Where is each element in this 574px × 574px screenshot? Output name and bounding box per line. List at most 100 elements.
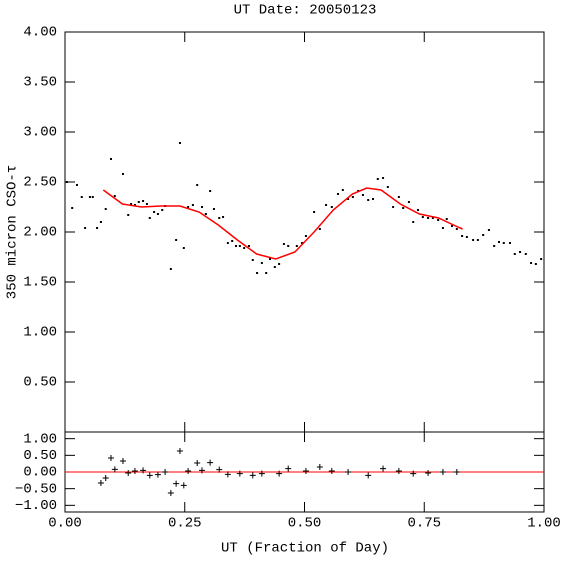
- data-point: [455, 228, 458, 230]
- plot-frame: [64, 31, 545, 433]
- fit-line: [102, 187, 463, 260]
- residual-point: [140, 467, 147, 474]
- data-point: [441, 227, 444, 229]
- residual-point: [167, 490, 174, 496]
- data-point: [153, 211, 156, 213]
- data-point: [530, 262, 533, 264]
- residual-point: [119, 458, 126, 464]
- residual-point: [249, 472, 256, 479]
- data-point: [273, 266, 276, 268]
- data-point: [113, 195, 116, 197]
- data-point: [130, 203, 133, 205]
- residual-point: [146, 472, 153, 479]
- residual-point: [439, 469, 446, 475]
- data-point: [330, 206, 333, 208]
- data-point: [127, 214, 130, 216]
- data-point: [99, 221, 102, 223]
- x-tick-label: 0.75: [407, 516, 441, 532]
- data-point: [133, 204, 136, 206]
- residual-point: [316, 464, 323, 470]
- data-point: [421, 216, 424, 218]
- residual-point: [365, 472, 372, 479]
- residual-point: [453, 469, 460, 475]
- data-point: [265, 272, 268, 274]
- residual-point: [425, 470, 432, 476]
- residual-point: [180, 482, 187, 489]
- data-point: [71, 207, 74, 209]
- data-point: [161, 209, 164, 211]
- x-axis-label: UT (Fraction of Day): [221, 541, 389, 557]
- data-point: [256, 272, 259, 274]
- y-tick-label: −1.00: [15, 498, 57, 514]
- data-point: [243, 247, 246, 249]
- data-point: [371, 198, 374, 200]
- data-point: [287, 245, 290, 247]
- residual-point: [216, 466, 223, 473]
- data-point: [84, 227, 87, 229]
- y-tick-label: 0.50: [23, 375, 57, 391]
- data-point: [222, 216, 225, 218]
- residual-point: [258, 470, 265, 477]
- x-tick-label: 0.50: [288, 516, 322, 532]
- data-point: [88, 196, 91, 198]
- data-point: [313, 211, 316, 213]
- data-point: [337, 193, 340, 195]
- data-point: [397, 196, 400, 198]
- data-point: [200, 206, 203, 208]
- residual-point: [224, 471, 231, 478]
- data-point: [519, 251, 522, 253]
- y-tick-label: 1.50: [23, 275, 57, 291]
- data-point: [367, 199, 370, 201]
- y-tick-label: 2.50: [23, 175, 57, 191]
- data-point: [502, 242, 505, 244]
- data-point: [278, 263, 281, 265]
- residual-point: [194, 460, 201, 466]
- data-point: [235, 245, 238, 247]
- y-tick-label: −0.50: [15, 481, 57, 497]
- data-point: [493, 245, 496, 247]
- data-point: [137, 201, 140, 203]
- residual-point: [173, 480, 180, 487]
- data-point: [407, 201, 410, 203]
- residual-point: [410, 470, 417, 477]
- data-point: [382, 177, 385, 179]
- residual-point: [328, 468, 335, 474]
- data-point: [282, 243, 285, 245]
- data-point: [431, 217, 434, 219]
- data-point: [109, 158, 112, 160]
- residual-point: [176, 448, 183, 454]
- residual-point: [111, 466, 118, 473]
- data-point: [187, 206, 190, 208]
- data-point: [169, 268, 172, 270]
- data-point: [182, 247, 185, 249]
- residual-point: [345, 469, 352, 475]
- data-point: [386, 186, 389, 188]
- data-point: [209, 190, 212, 192]
- data-point: [191, 204, 194, 206]
- data-point: [376, 178, 379, 180]
- data-point: [145, 203, 148, 205]
- data-point: [427, 217, 430, 219]
- data-point: [461, 235, 464, 237]
- residual-point: [207, 459, 214, 466]
- data-point: [196, 184, 199, 186]
- data-point: [178, 142, 181, 144]
- chart-title: UT Date: 20050123: [234, 3, 377, 19]
- data-point: [417, 209, 420, 211]
- residual-point: [198, 467, 205, 474]
- data-point: [121, 173, 124, 175]
- data-point: [487, 229, 490, 231]
- data-point: [361, 194, 364, 196]
- residual-point: [285, 465, 292, 472]
- data-point: [295, 245, 298, 247]
- residual-point: [236, 470, 243, 477]
- residual-point: [125, 470, 132, 476]
- data-point: [80, 196, 83, 198]
- data-point: [269, 258, 272, 260]
- y-tick-label: 4.00: [23, 25, 57, 41]
- y-tick-label: 1.00: [23, 431, 57, 447]
- data-point: [465, 236, 468, 238]
- data-point: [325, 204, 328, 206]
- residual-point: [102, 475, 109, 481]
